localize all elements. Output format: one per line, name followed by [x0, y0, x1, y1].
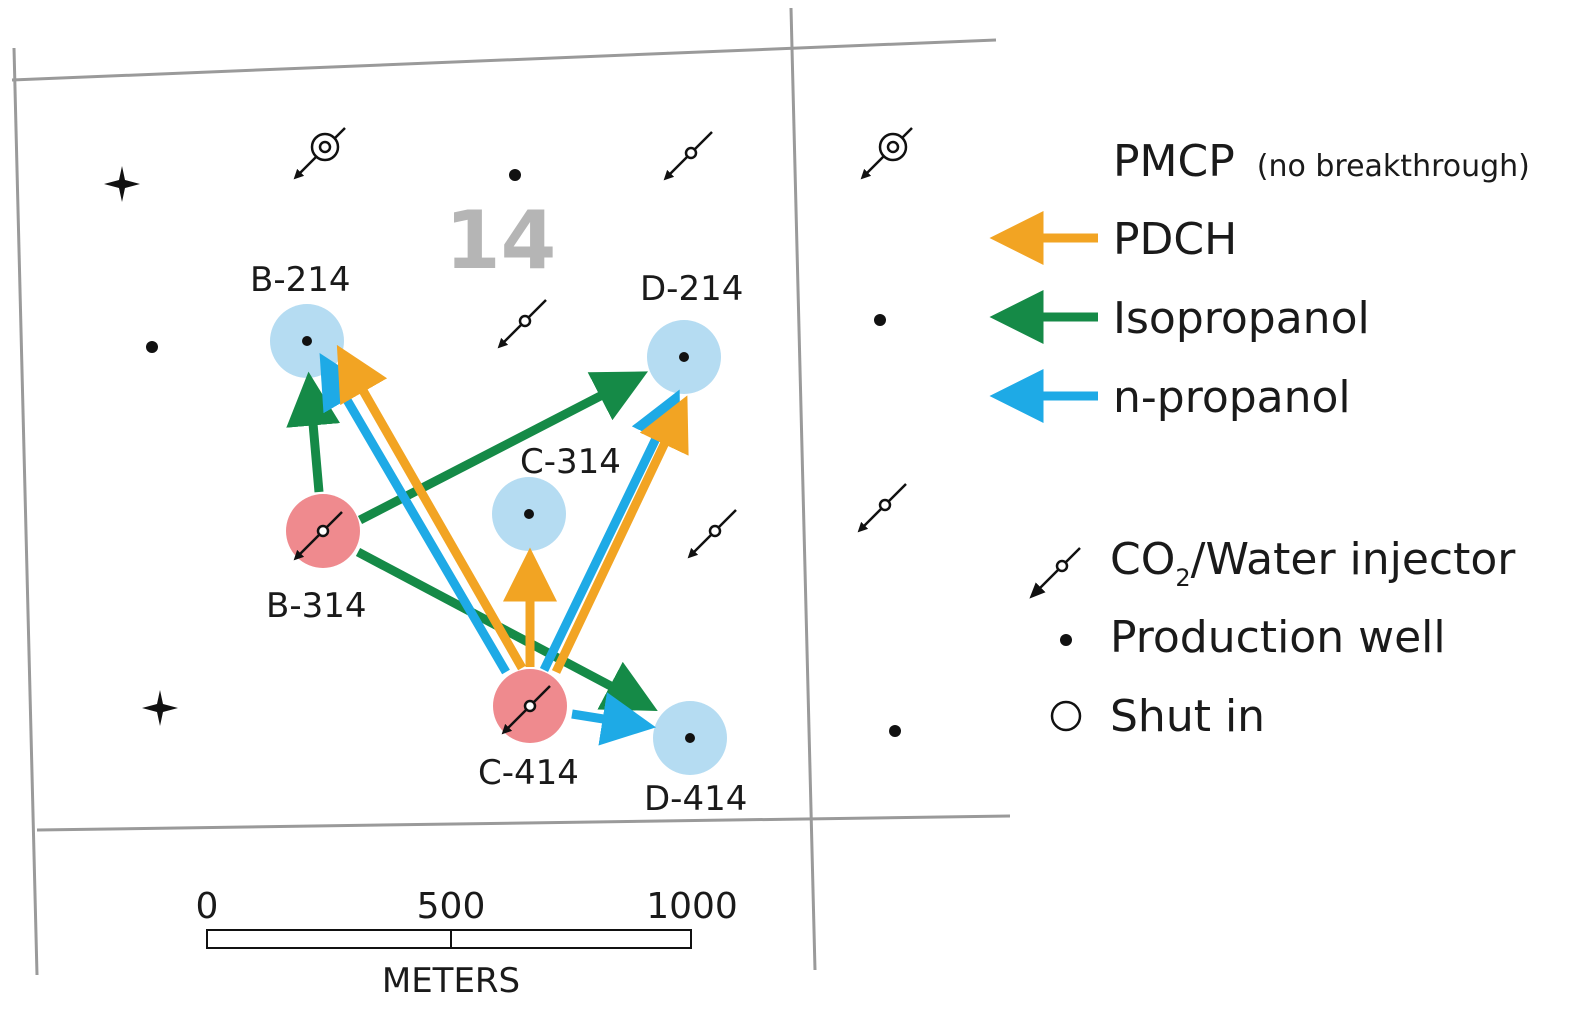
production-well-dot	[874, 314, 886, 326]
arrow-npropanol-c414-d414	[571, 692, 656, 746]
legend-isopropanol: Isopropanol	[989, 290, 1370, 344]
abandoned-well-symbol	[142, 690, 178, 726]
tracer-arrows	[286, 344, 689, 746]
arrow-pdch-c414-b214	[336, 344, 526, 671]
legend-shut-in-label: Shut in	[1110, 691, 1265, 742]
arrow-isopropanol-b314-d414	[355, 548, 658, 711]
production-well-dot	[524, 509, 534, 519]
production-well-dot	[146, 341, 158, 353]
legend-production-label: Production well	[1110, 612, 1446, 663]
arrow-isopropanol-b314-b214	[286, 371, 341, 493]
production-well-dot	[302, 336, 312, 346]
well-circles	[270, 304, 727, 775]
arrow-npropanol-c414-d214	[539, 389, 681, 672]
legend-injector-prefix: CO	[1110, 534, 1175, 585]
injector-pmcp-icon	[860, 127, 913, 180]
legend-n-propanol-label: n-propanol	[1113, 372, 1351, 423]
arrow-npropanol-c414-b214	[319, 353, 510, 675]
injector-well-icon	[497, 299, 547, 349]
scale-unit: METERS	[382, 961, 520, 1001]
well-labels: B-214 D-214 C-314 B-314 C-414 D-414	[250, 260, 747, 819]
legend-injector-subscript: 2	[1175, 564, 1190, 592]
scale-bar: 0 500 1000 METERS	[196, 886, 738, 1001]
injector-well-icon	[663, 131, 713, 181]
injector-well-icon	[857, 483, 907, 533]
section-lines	[11, 7, 1011, 976]
well-label-c414: C-414	[478, 753, 579, 793]
section-number: 14	[445, 194, 556, 287]
legend-n-propanol: n-propanol	[989, 369, 1351, 423]
production-well-dot	[509, 169, 521, 181]
legend-pmcp: PMCP (no breakthrough)	[1113, 136, 1530, 187]
well-label-d414: D-414	[644, 779, 747, 819]
legend-production-dot	[1060, 634, 1072, 646]
production-well-dot	[889, 725, 901, 737]
scale-tick-500: 500	[417, 886, 486, 927]
legend-shut-in-circle	[1050, 700, 1082, 732]
injector-well-icon	[501, 685, 551, 735]
production-well-dot	[679, 352, 689, 362]
legend-injector-suffix: /Water injector	[1191, 534, 1517, 585]
well-label-b214: B-214	[250, 260, 351, 300]
legend-pmcp-label: PMCP	[1113, 136, 1235, 187]
legend-production: Production well	[1060, 612, 1446, 663]
legend-pdch-label: PDCH	[1113, 214, 1237, 265]
legend-isopropanol-label: Isopropanol	[1113, 293, 1370, 344]
abandoned-well-symbol	[104, 166, 140, 202]
svg-text:PMCP (no breakthrough): PMCP (no breakthrough)	[1113, 136, 1530, 187]
arrow-pdch-c414-d214	[551, 395, 689, 674]
injector-wells	[293, 127, 913, 735]
legend-shut-in: Shut in	[1050, 691, 1265, 742]
well-label-d214: D-214	[640, 269, 743, 309]
scale-tick-0: 0	[196, 886, 219, 927]
legend: PMCP (no breakthrough) PDCH Isopropanol …	[989, 136, 1530, 742]
legend-injector: CO2/Water injector	[1029, 534, 1516, 599]
well-label-c314: C-314	[520, 442, 621, 482]
legend-pdch: PDCH	[989, 211, 1237, 265]
injector-well-icon	[687, 509, 737, 559]
scale-bar-box	[206, 929, 692, 949]
legend-injector-icon	[1029, 547, 1081, 599]
svg-text:CO2/Water injector: CO2/Water injector	[1110, 534, 1516, 592]
well-label-b314: B-314	[266, 586, 367, 626]
abandoned-wells	[104, 166, 178, 726]
scale-tick-1000: 1000	[646, 886, 738, 927]
injector-pmcp-icon	[293, 127, 346, 180]
injector-well-icon	[293, 511, 343, 561]
production-wells	[146, 169, 901, 743]
legend-pmcp-note: (no breakthrough)	[1257, 149, 1530, 184]
production-well-dot	[685, 733, 695, 743]
